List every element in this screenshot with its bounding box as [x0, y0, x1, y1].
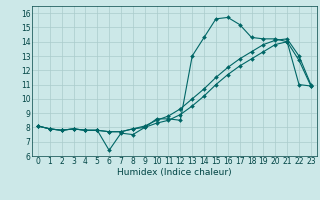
X-axis label: Humidex (Indice chaleur): Humidex (Indice chaleur)	[117, 168, 232, 177]
